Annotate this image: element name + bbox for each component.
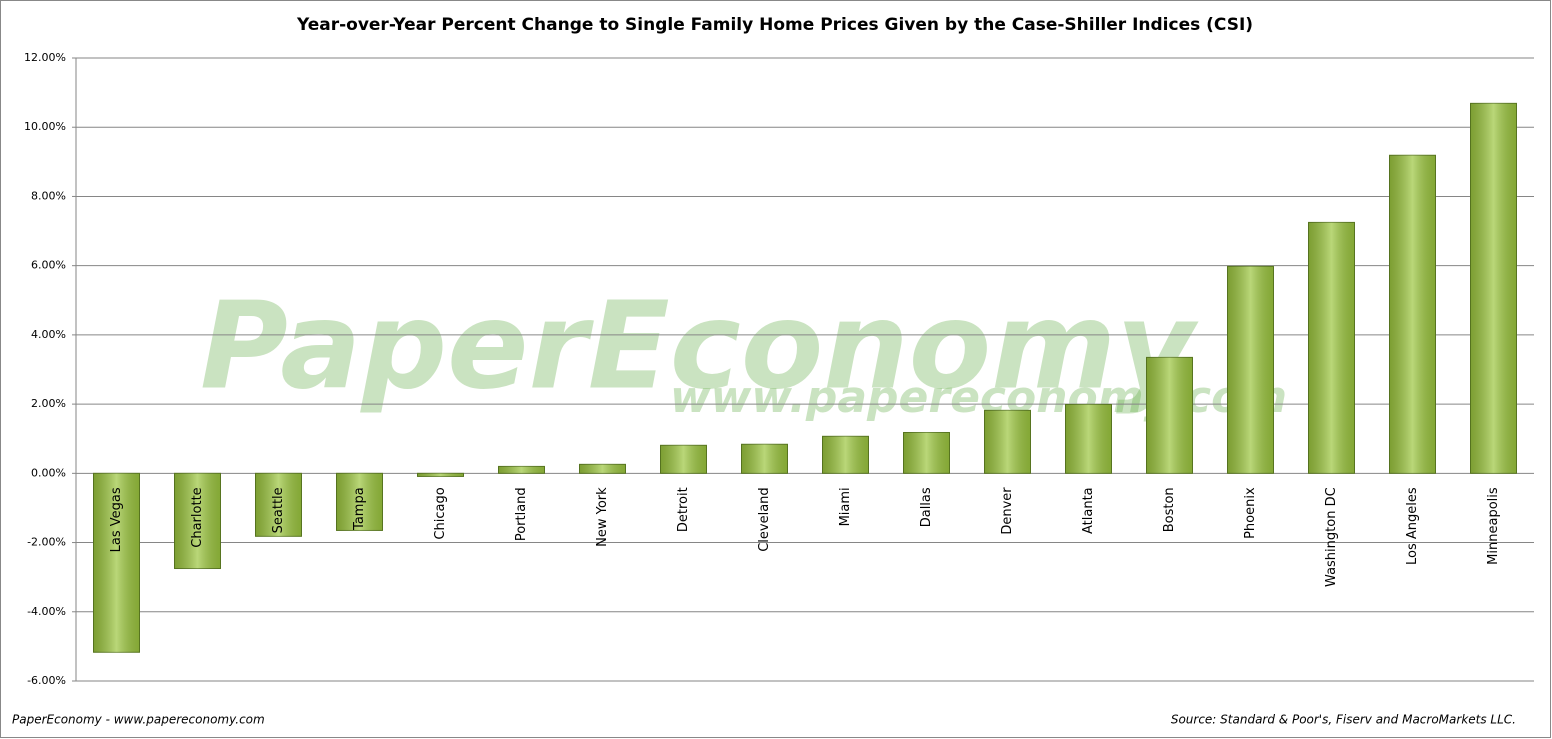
bar-shine (93, 473, 140, 653)
y-tick-label: 12.00% (24, 51, 66, 64)
x-tick-label: New York (595, 487, 610, 547)
bar-shine (984, 410, 1031, 474)
bar-shine (417, 473, 464, 477)
x-tick-label: Portland (514, 487, 529, 541)
y-tick-label: 2.00% (31, 397, 66, 410)
bar-shine (1065, 404, 1112, 474)
bar-shine (822, 436, 869, 474)
y-tick-label: -4.00% (27, 605, 66, 618)
bar-shine (255, 473, 302, 537)
x-tick-label: Phoenix (1243, 487, 1258, 539)
x-tick-label: Detroit (676, 487, 691, 532)
chart-title: Year-over-Year Percent Change to Single … (296, 15, 1253, 35)
x-tick-label: Denver (1000, 487, 1015, 535)
footer-left: PaperEconomy - www.papereconomy.com (12, 713, 265, 727)
x-tick-label: Seattle (271, 487, 286, 533)
footer-right: Source: Standard & Poor's, Fiserv and Ma… (1171, 713, 1516, 727)
x-tick-label: Washington DC (1324, 487, 1339, 587)
x-tick-label: Miami (838, 487, 853, 526)
y-tick-label: 8.00% (31, 189, 66, 202)
x-tick-label: Atlanta (1081, 487, 1096, 534)
bar-shine (336, 473, 383, 531)
bar-shine (1389, 155, 1436, 474)
x-tick-label: Cleveland (757, 487, 772, 551)
y-tick-label: -6.00% (27, 674, 66, 687)
bar-shine (1470, 103, 1517, 474)
bar-shine (579, 464, 626, 474)
bar-shine (498, 466, 545, 474)
bar-shine (1227, 266, 1274, 474)
y-tick-label: -2.00% (27, 536, 66, 549)
y-tick-label: 0.00% (31, 466, 66, 479)
x-tick-label: Las Vegas (109, 487, 124, 552)
bar-shine (174, 473, 221, 569)
bar-shine (1146, 357, 1193, 474)
x-tick-label: Minneapolis (1486, 487, 1501, 565)
y-tick-label: 6.00% (31, 259, 66, 272)
watermark-url: www.papereconomy.com (670, 372, 1287, 423)
bar-shine (903, 432, 950, 474)
x-tick-label: Los Angeles (1405, 487, 1420, 565)
x-tick-label: Charlotte (190, 487, 205, 547)
bar-shine (1308, 222, 1355, 474)
x-tick-label: Boston (1162, 487, 1177, 532)
watermark: PaperEconomy (200, 278, 1199, 417)
y-tick-label: 4.00% (31, 328, 66, 341)
x-tick-label: Chicago (433, 487, 448, 539)
x-tick-label: Dallas (919, 487, 934, 527)
x-tick-label: Tampa (352, 487, 367, 531)
y-tick-label: 10.00% (24, 120, 66, 133)
bar-shine (741, 444, 788, 474)
bar-shine (660, 445, 707, 474)
